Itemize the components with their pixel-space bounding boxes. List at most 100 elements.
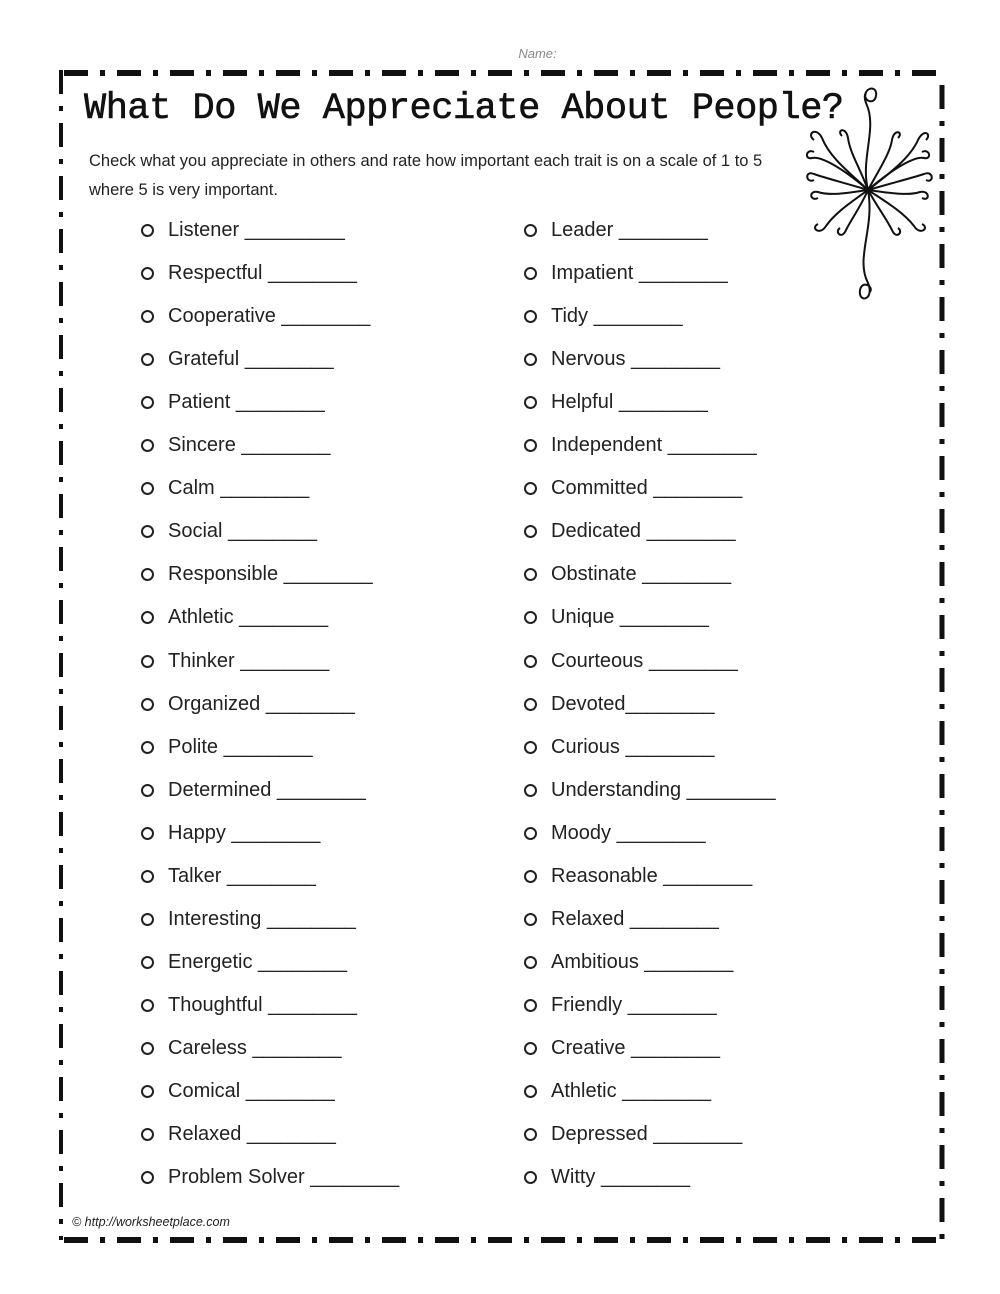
trait-item: Athletic ________ <box>524 1080 711 1103</box>
checkbox-circle[interactable] <box>524 654 537 668</box>
checkbox-circle[interactable] <box>141 740 154 754</box>
checkbox-circle[interactable] <box>524 1041 537 1055</box>
checkbox-circle[interactable] <box>524 396 537 410</box>
trait-label: Organized ________ <box>168 692 355 715</box>
trait-item: Relaxed ________ <box>524 908 719 931</box>
checkbox-circle[interactable] <box>141 998 154 1012</box>
trait-label: Leader ________ <box>551 219 708 241</box>
trait-label: Determined ________ <box>168 778 366 801</box>
checkbox-circle[interactable] <box>141 912 154 926</box>
checkbox-circle[interactable] <box>141 482 154 496</box>
copyright-footer: © http://worksheetplace.com <box>72 1215 230 1229</box>
trait-item: Listener _________ <box>141 219 345 242</box>
trait-item: Committed ________ <box>524 477 742 500</box>
checkbox-circle[interactable] <box>141 955 154 969</box>
trait-label: Understanding ________ <box>551 778 776 801</box>
checkbox-circle[interactable] <box>141 783 154 797</box>
name-label: Name: <box>518 46 557 61</box>
trait-label: Listener _________ <box>168 219 345 241</box>
trait-item: Devoted________ <box>524 693 714 716</box>
checkbox-circle[interactable] <box>524 740 537 754</box>
trait-label: Courteous ________ <box>551 649 738 672</box>
checkbox-circle[interactable] <box>524 439 537 453</box>
checkbox-circle[interactable] <box>524 955 537 969</box>
trait-item: Grateful ________ <box>141 348 334 371</box>
trait-item: Tidy ________ <box>524 305 683 328</box>
checkbox-circle[interactable] <box>524 826 537 840</box>
trait-item: Polite ________ <box>141 736 313 759</box>
checkbox-circle[interactable] <box>141 224 154 237</box>
checkbox-circle[interactable] <box>524 783 537 797</box>
checkbox-circle[interactable] <box>524 267 537 281</box>
checkbox-circle[interactable] <box>524 224 537 237</box>
trait-label: Committed ________ <box>551 477 743 500</box>
checkbox-circle[interactable] <box>524 353 537 367</box>
trait-item: Reasonable ________ <box>524 865 752 888</box>
checkbox-circle[interactable] <box>524 1128 537 1142</box>
checkbox-circle[interactable] <box>524 568 537 582</box>
checkbox-circle[interactable] <box>141 396 154 410</box>
checkbox-circle[interactable] <box>141 869 154 883</box>
trait-item: Independent ________ <box>524 434 757 457</box>
trait-label: Reasonable ________ <box>551 864 753 887</box>
trait-item: Patient ________ <box>141 391 325 414</box>
trait-item: Organized ________ <box>141 693 355 716</box>
checkbox-circle[interactable] <box>524 482 537 496</box>
trait-item: Nervous ________ <box>524 348 720 371</box>
trait-item: Impatient ________ <box>524 262 728 285</box>
checkbox-circle[interactable] <box>524 611 537 625</box>
trait-label: Careless ________ <box>168 1036 342 1059</box>
checkbox-circle[interactable] <box>524 310 537 324</box>
trait-item: Social ________ <box>141 520 317 543</box>
trait-label: Talker ________ <box>168 864 316 887</box>
checkbox-circle[interactable] <box>524 697 537 711</box>
trait-label: Unique ________ <box>551 606 709 629</box>
trait-label: Relaxed ________ <box>551 907 719 930</box>
trait-label: Devoted________ <box>551 692 715 715</box>
trait-label: Independent ________ <box>551 434 757 457</box>
trait-item: Talker ________ <box>141 865 316 888</box>
trait-label: Ambitious ________ <box>551 950 734 973</box>
checkbox-circle[interactable] <box>524 912 537 926</box>
trait-item: Leader ________ <box>524 219 708 242</box>
trait-item: Comical ________ <box>141 1080 335 1103</box>
trait-label: Athletic ________ <box>551 1080 712 1102</box>
checkbox-circle[interactable] <box>141 826 154 840</box>
checkbox-circle[interactable] <box>141 697 154 711</box>
trait-label: Thoughtful ________ <box>168 993 358 1016</box>
trait-label: Witty ________ <box>551 1166 690 1189</box>
checkbox-circle[interactable] <box>524 869 537 883</box>
trait-label: Social ________ <box>168 520 318 543</box>
trait-label: Problem Solver ________ <box>168 1166 400 1189</box>
checkbox-circle[interactable] <box>141 611 154 625</box>
checkbox-circle[interactable] <box>524 998 537 1012</box>
checkbox-circle[interactable] <box>524 1171 537 1185</box>
checkbox-circle[interactable] <box>524 1085 537 1098</box>
checkbox-circle[interactable] <box>141 1041 154 1055</box>
trait-item: Relaxed ________ <box>141 1123 336 1146</box>
checkbox-circle[interactable] <box>141 353 154 367</box>
checkbox-circle[interactable] <box>141 568 154 582</box>
swirl-flower-icon <box>806 87 933 300</box>
checkbox-circle[interactable] <box>524 525 537 539</box>
checkbox-circle[interactable] <box>141 439 154 453</box>
checkbox-circle[interactable] <box>141 654 154 668</box>
trait-item: Understanding ________ <box>524 779 776 802</box>
checkbox-circle[interactable] <box>141 267 154 281</box>
trait-label: Helpful ________ <box>551 391 708 414</box>
checkbox-circle[interactable] <box>141 1085 154 1098</box>
checkbox-circle[interactable] <box>141 310 154 324</box>
trait-label: Athletic ________ <box>168 606 329 629</box>
trait-item: Thoughtful ________ <box>141 994 357 1017</box>
trait-item: Moody ________ <box>524 822 706 845</box>
checkbox-circle[interactable] <box>141 1128 154 1142</box>
trait-item: Obstinate ________ <box>524 563 731 586</box>
checkbox-circle[interactable] <box>141 525 154 539</box>
trait-label: Relaxed ________ <box>168 1123 336 1146</box>
trait-label: Obstinate ________ <box>551 563 732 586</box>
checkbox-circle[interactable] <box>141 1171 154 1185</box>
trait-item: Creative ________ <box>524 1037 720 1060</box>
trait-label: Depressed ________ <box>551 1123 743 1146</box>
trait-label: Interesting ________ <box>168 907 356 930</box>
